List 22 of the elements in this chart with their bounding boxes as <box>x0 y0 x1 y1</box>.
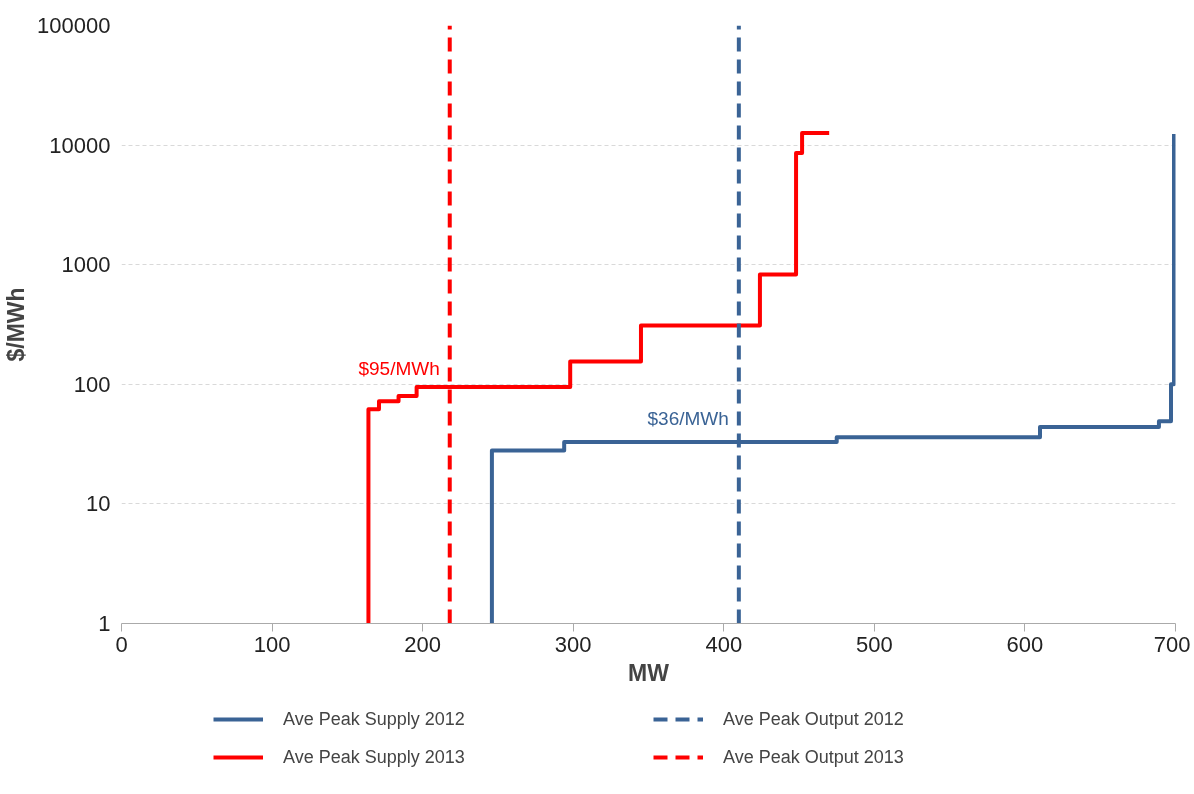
legend-label: Ave Peak Output 2013 <box>723 745 905 769</box>
x-tick-label: 300 <box>554 631 592 657</box>
x-tick-label: 0 <box>115 631 128 657</box>
legend-label: Ave Peak Output 2012 <box>723 707 905 731</box>
y-tick-label: 100 <box>73 371 111 397</box>
y-tick-label: 100000 <box>37 13 111 38</box>
x-tick-label: 200 <box>404 631 442 657</box>
x-axis-title: MW <box>628 659 670 686</box>
y-tick-label: 10000 <box>49 132 111 158</box>
x-tick-label: 400 <box>705 631 743 657</box>
x-tick-label: 500 <box>856 631 893 657</box>
y-tick-label: 10 <box>86 491 111 517</box>
y-axis-title: $/MWh <box>3 287 30 362</box>
legend-label: Ave Peak Supply 2012 <box>283 707 466 731</box>
x-tick-label: 100 <box>253 631 291 657</box>
y-tick-label: 1000 <box>61 252 111 278</box>
legend-label: Ave Peak Supply 2013 <box>283 745 466 769</box>
y-tick-label: 1 <box>98 611 111 636</box>
x-tick-label: 700 <box>1153 631 1191 657</box>
x-tick-label: 600 <box>1006 631 1044 657</box>
annotation: $36/MWh <box>647 408 729 430</box>
annotation: $95/MWh <box>358 357 440 379</box>
